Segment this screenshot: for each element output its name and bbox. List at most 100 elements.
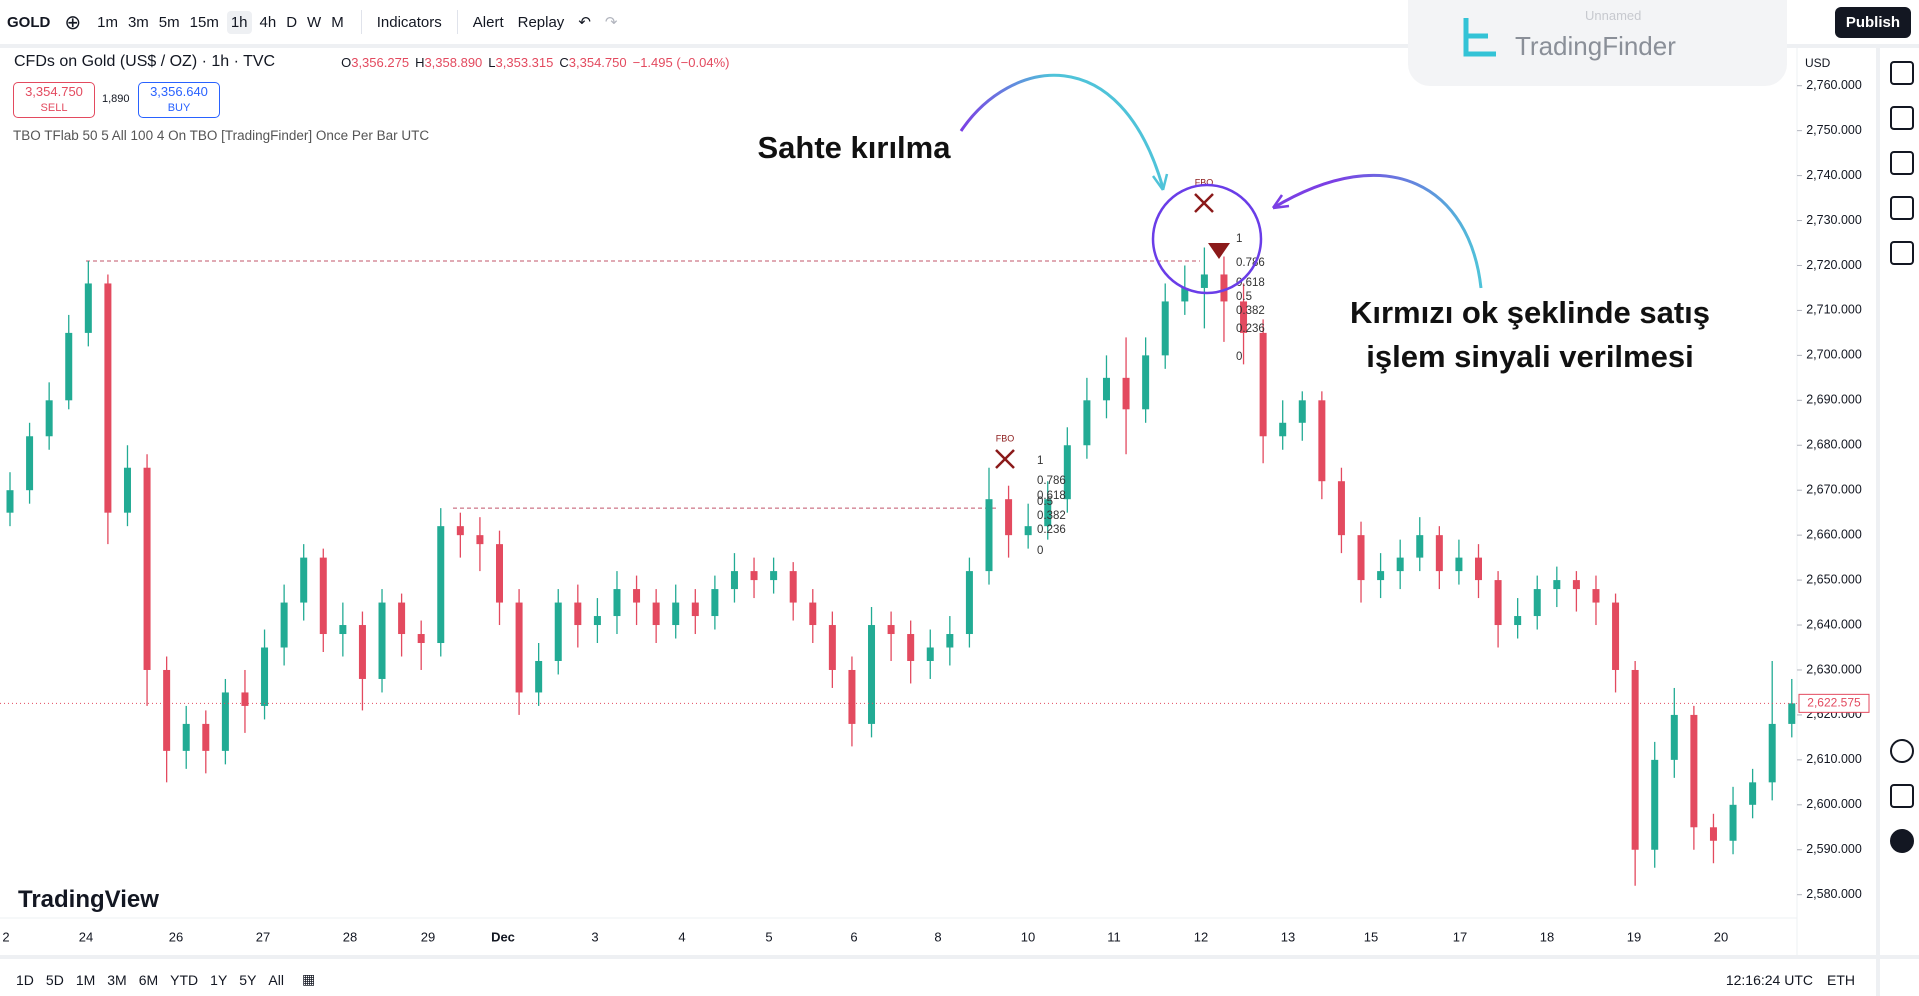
- y-tick-label: 2,590.000: [1806, 842, 1862, 856]
- candle-body: [1318, 400, 1326, 482]
- publish-button[interactable]: Publish: [1834, 7, 1911, 38]
- sidebar-icon[interactable]: [1889, 784, 1914, 808]
- brand-name: TradingFinder: [1515, 31, 1676, 61]
- instrument: CFDs on Gold (US$ / OZ) · 1h · TVC: [14, 53, 276, 70]
- timeframe[interactable]: W: [307, 13, 322, 31]
- date-picker[interactable]: ▦: [301, 971, 316, 987]
- sidebar-icon[interactable]: [1889, 196, 1914, 220]
- y-tick-label: 2,630.000: [1806, 662, 1862, 676]
- ohlc-value: 3,358.890: [424, 54, 483, 70]
- x-tick-label: 4: [678, 929, 685, 944]
- candle-body: [1592, 589, 1600, 603]
- sidebar-icon[interactable]: [1889, 829, 1914, 853]
- sell-button-price: 3,354.750: [25, 84, 83, 99]
- symbol-search[interactable]: GOLD: [7, 13, 51, 31]
- undo[interactable]: ↶: [578, 14, 591, 31]
- range-button[interactable]: 5D: [45, 971, 64, 988]
- ohlc-value: 3,353.315: [495, 54, 554, 70]
- sidebar-icon[interactable]: [1889, 739, 1914, 763]
- timeframe[interactable]: M: [331, 13, 344, 31]
- timeframe[interactable]: 4h: [259, 13, 277, 31]
- fib-label: 0: [1037, 545, 1043, 557]
- candle-body: [887, 625, 895, 635]
- candle-body: [554, 602, 562, 661]
- range-button[interactable]: YTD: [170, 971, 199, 988]
- x-tick-label: 28: [343, 929, 357, 944]
- candle-body: [652, 602, 660, 626]
- candle-body: [1514, 616, 1522, 626]
- curved-arrow: [959, 73, 1165, 189]
- candle-body: [809, 602, 817, 626]
- candle-body: [848, 669, 856, 724]
- candle-body: [789, 571, 797, 603]
- buy-button-price: 3,356.640: [150, 84, 208, 99]
- y-tick-label: 2,700.000: [1806, 348, 1862, 362]
- range-button[interactable]: 1Y: [210, 971, 228, 988]
- fbo-cross: [995, 449, 1015, 469]
- candle-body: [672, 602, 680, 626]
- candle-body: [535, 660, 543, 693]
- timeframe[interactable]: 5m: [158, 13, 180, 31]
- fib-label: 0.786: [1236, 257, 1265, 269]
- y-tick-label: 2,680.000: [1806, 438, 1862, 452]
- y-tick-label: 2,610.000: [1806, 752, 1862, 766]
- timeframe[interactable]: 15m: [189, 13, 219, 31]
- range-button[interactable]: All: [268, 971, 284, 988]
- candle-body: [711, 589, 719, 617]
- range-button[interactable]: 1M: [75, 971, 96, 988]
- range-button[interactable]: 3M: [107, 971, 127, 988]
- range-button[interactable]: 6M: [138, 971, 159, 988]
- y-tick-label: 2,760.000: [1806, 78, 1862, 92]
- sell-button[interactable]: 3,354.750 SELL: [13, 82, 95, 118]
- alert-button[interactable]: Alert: [472, 13, 504, 31]
- candle-body: [45, 400, 53, 437]
- y-tick-label: 2,730.000: [1806, 213, 1862, 227]
- replay-button[interactable]: Replay: [517, 13, 565, 31]
- timeframe[interactable]: D: [286, 13, 298, 31]
- timeframe[interactable]: 1h: [226, 10, 252, 34]
- sidebar-icon[interactable]: [1889, 241, 1914, 265]
- ohlc-key: L: [488, 54, 496, 70]
- candle-body: [1631, 669, 1639, 850]
- candle-body: [926, 647, 934, 661]
- candle-body: [1416, 535, 1424, 558]
- currency[interactable]: USD: [1805, 56, 1831, 70]
- range-button[interactable]: 1D: [16, 971, 34, 988]
- candle-body: [261, 647, 269, 706]
- fib-label: 0.382: [1037, 510, 1066, 522]
- x-tick-label: 20: [1714, 929, 1728, 944]
- y-tick-label: 2,690.000: [1806, 393, 1862, 407]
- sidebar-icon[interactable]: [1889, 151, 1914, 175]
- x-tick-label: 24: [79, 929, 93, 944]
- curved-arrow: [1272, 173, 1483, 289]
- tradingview-logo: TradingView: [18, 886, 159, 913]
- candle-body: [1083, 400, 1091, 446]
- timeframe[interactable]: 1m: [97, 13, 118, 31]
- y-tick-label: 2,660.000: [1806, 527, 1862, 541]
- y-tick-label: 2,600.000: [1806, 797, 1862, 811]
- redo[interactable]: ↷: [604, 14, 618, 31]
- session[interactable]: ETH: [1827, 971, 1855, 988]
- candle-body: [163, 669, 171, 751]
- add-symbol[interactable]: ⊕: [64, 11, 82, 34]
- buy-button[interactable]: 3,356.640 BUY: [138, 82, 220, 118]
- ohlc-item: C3,354.750: [559, 55, 626, 70]
- annotation: Kırmızı ok şeklinde satış: [1350, 295, 1710, 330]
- sidebar-icon[interactable]: [1889, 61, 1914, 85]
- candle-body: [123, 467, 131, 513]
- range-button[interactable]: 5Y: [239, 971, 257, 988]
- legend: CFDs on Gold (US$ / OZ) · 1h · TVC O3,356…: [14, 53, 729, 71]
- right-sidebar: [1876, 48, 1919, 996]
- sidebar-icon[interactable]: [1889, 106, 1914, 130]
- timeframe[interactable]: 3m: [127, 13, 149, 31]
- candle-body: [1749, 782, 1757, 805]
- last-price-label: 2,622.575: [1807, 696, 1861, 710]
- annotation: Sahte kırılma: [758, 130, 952, 165]
- candle-body: [868, 625, 876, 724]
- ohlc-key: O: [341, 54, 352, 70]
- layout-name[interactable]: Unnamed: [1585, 8, 1642, 23]
- top-toolbar: GOLD ⊕ 1m 3m 5m 15m 1h 4h D W M Indicators Alert…: [0, 0, 1919, 48]
- candle-body: [280, 602, 288, 648]
- indicators-button[interactable]: Indicators: [376, 13, 442, 31]
